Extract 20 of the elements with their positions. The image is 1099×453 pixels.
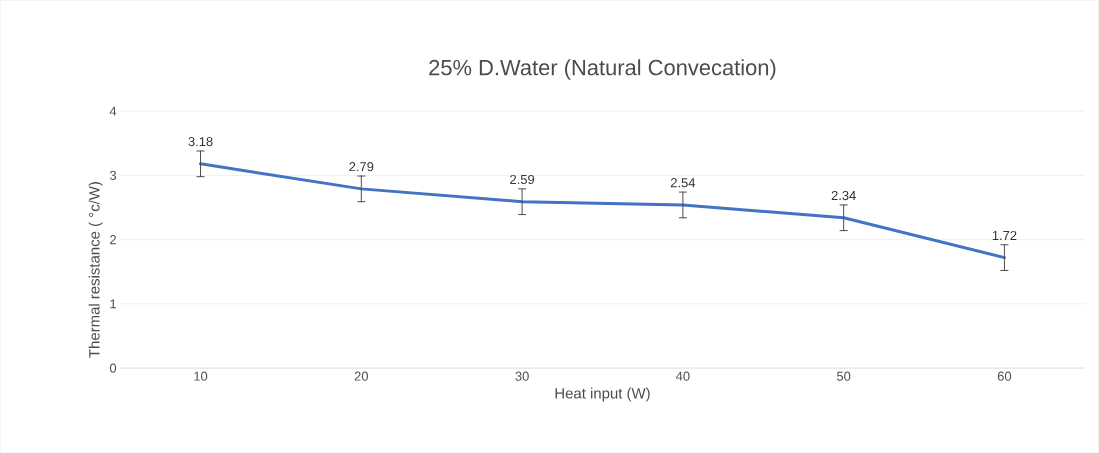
chart-title: 25% D.Water (Natural Convecation) [429, 59, 776, 80]
data-label: 2.34 [831, 190, 856, 201]
x-tick-label: 20 [354, 371, 369, 381]
data-label: 2.59 [510, 174, 535, 184]
y-tick-label: 4 [109, 106, 117, 116]
data-label: 2.79 [349, 161, 374, 172]
data-label: 3.18 [188, 136, 213, 147]
x-tick-label: 60 [997, 371, 1012, 381]
x-tick-label: 50 [836, 371, 851, 381]
data-label: 1.72 [992, 230, 1017, 240]
x-tick-label: 30 [515, 371, 529, 381]
y-axis-title: Thermal resistance ( °c/W) [88, 181, 103, 358]
y-tick-label: 3 [109, 170, 117, 180]
y-tick-label: 2 [110, 234, 116, 245]
y-tick-label: 1 [110, 299, 117, 309]
x-tick-label: 10 [194, 371, 208, 381]
data-label: 2.54 [670, 178, 696, 188]
x-axis-title: Heat input (W) [555, 387, 650, 402]
x-tick-label: 40 [675, 371, 690, 381]
y-tick-label: 0 [109, 363, 117, 373]
